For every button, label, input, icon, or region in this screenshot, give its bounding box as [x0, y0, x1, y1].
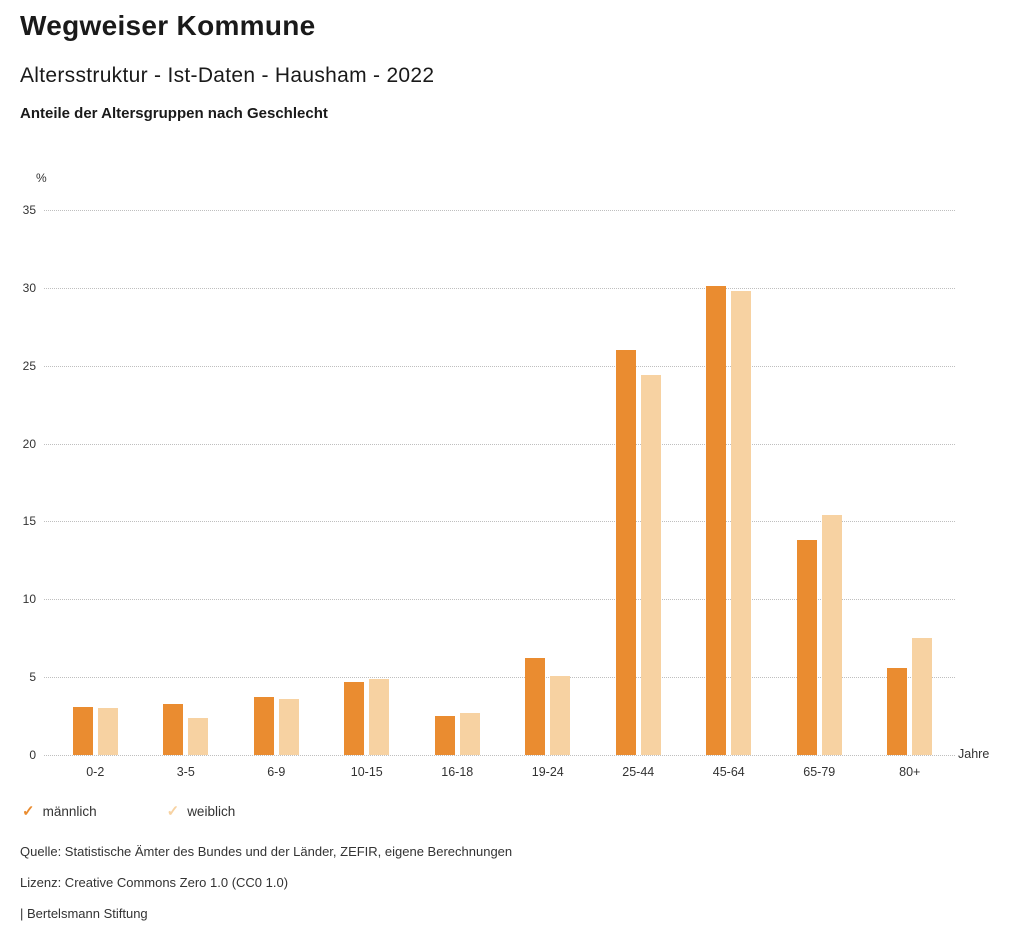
bar-männlich[interactable]	[72, 706, 93, 755]
bar-pair	[774, 210, 865, 755]
bar-weiblich[interactable]	[278, 698, 299, 755]
bar-männlich[interactable]	[887, 667, 908, 755]
bar-männlich[interactable]	[434, 716, 455, 755]
y-tick-label: 0	[29, 748, 36, 762]
gridline	[44, 443, 955, 445]
gridline	[44, 755, 955, 756]
bar-pair	[231, 210, 322, 755]
bar-group: 80+	[865, 210, 956, 779]
x-tick-label: 25-44	[622, 765, 655, 779]
bar-chart: 0-2 3-5 6-9 10-15 16-18 19-24 25-44 45-64 65-79 8…	[44, 210, 956, 779]
x-tick-label: 45-64	[712, 765, 745, 779]
bar-weiblich[interactable]	[640, 375, 661, 755]
y-tick-label: 20	[22, 436, 36, 451]
page-title: Wegweiser Kommune	[20, 10, 316, 41]
x-tick-label: 10-15	[350, 765, 383, 779]
gridline	[44, 521, 955, 523]
bar-männlich[interactable]	[706, 286, 727, 755]
legend-item-maennlich[interactable]: ✓ männlich	[22, 804, 97, 819]
bar-pair	[593, 210, 684, 755]
x-axis-title: Jahre	[958, 747, 990, 761]
bar-group: 65-79	[774, 210, 865, 779]
x-tick-label: 19-24	[531, 765, 564, 779]
bar-group: 0-2	[50, 210, 141, 779]
chart-heading: Anteile der Altersgruppen nach Geschlech…	[20, 105, 328, 122]
bar-group: 3-5	[141, 210, 232, 779]
page-subtitle: Altersstruktur - Ist-Daten - Hausham - 2…	[20, 64, 435, 87]
attribution-text: | Bertelsmann Stiftung	[20, 906, 148, 921]
y-tick-label: 30	[22, 280, 36, 295]
license-text: Lizenz: Creative Commons Zero 1.0 (CC0 1…	[20, 875, 289, 890]
bar-weiblich[interactable]	[369, 678, 390, 755]
bar-weiblich[interactable]	[731, 290, 752, 755]
y-axis: 0 5 10 15 20 25 30 35	[0, 203, 40, 762]
x-tick-label: 6-9	[267, 765, 286, 779]
gridline	[44, 599, 955, 601]
legend-label: weiblich	[187, 804, 236, 819]
bar-pair	[141, 210, 232, 755]
gridline	[44, 677, 955, 679]
bar-group: 25-44	[593, 210, 684, 779]
bar-männlich[interactable]	[163, 703, 184, 755]
bar-männlich[interactable]	[615, 350, 636, 755]
gridline	[44, 210, 955, 211]
gridline	[44, 287, 955, 289]
bar-pair	[50, 210, 141, 755]
bar-weiblich[interactable]	[550, 675, 571, 755]
bar-pair	[412, 210, 503, 755]
bar-pair	[322, 210, 413, 755]
bar-männlich[interactable]	[344, 681, 365, 755]
x-tick-label: 3-5	[176, 765, 195, 779]
legend-item-weiblich[interactable]: ✓ weiblich	[167, 804, 236, 819]
bar-pair	[865, 210, 956, 755]
bar-männlich[interactable]	[253, 697, 274, 755]
bar-weiblich[interactable]	[188, 717, 209, 755]
bar-group: 16-18	[412, 210, 503, 779]
bar-weiblich[interactable]	[821, 515, 842, 755]
x-tick-label: 80+	[899, 765, 921, 779]
bar-group: 19-24	[503, 210, 594, 779]
source-text: Quelle: Statistische Ämter des Bundes un…	[20, 844, 513, 859]
bar-group: 10-15	[322, 210, 413, 779]
gridline	[44, 365, 955, 367]
x-tick-label: 0-2	[86, 765, 105, 779]
bar-weiblich[interactable]	[97, 708, 118, 755]
bar-männlich[interactable]	[525, 658, 546, 755]
bar-group: 6-9	[231, 210, 322, 779]
check-icon: ✓	[166, 803, 180, 820]
bar-group: 45-64	[684, 210, 775, 779]
y-tick-label: 25	[22, 358, 36, 373]
bar-weiblich[interactable]	[459, 712, 480, 755]
bar-männlich[interactable]	[796, 540, 817, 755]
bar-pair	[503, 210, 594, 755]
x-tick-label: 16-18	[441, 765, 474, 779]
y-axis-unit-label: %	[36, 171, 47, 185]
bar-groups: 0-2 3-5 6-9 10-15 16-18 19-24 25-44 45-64 65-79 8…	[50, 210, 956, 779]
check-icon: ✓	[22, 803, 35, 820]
y-tick-label: 10	[22, 592, 36, 607]
x-tick-label: 65-79	[803, 765, 836, 779]
bar-pair	[684, 210, 775, 755]
y-tick-label: 5	[29, 670, 36, 685]
legend-label: männlich	[42, 804, 97, 819]
legend: ✓ männlich ✓ weiblich	[22, 804, 235, 819]
y-tick-label: 35	[22, 203, 36, 217]
bar-weiblich[interactable]	[912, 638, 933, 755]
y-tick-label: 15	[22, 514, 36, 529]
